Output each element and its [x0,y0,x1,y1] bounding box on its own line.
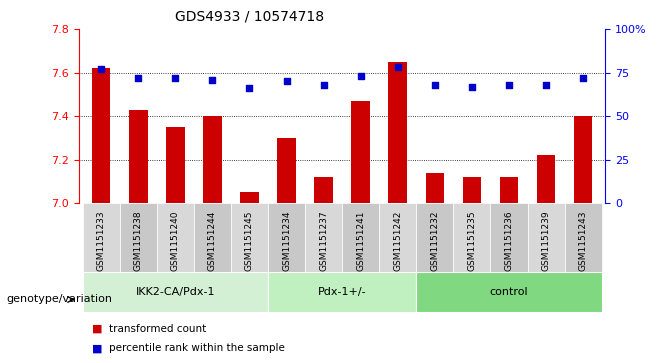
FancyBboxPatch shape [231,203,268,272]
Point [96,66,107,72]
Text: GSM1151241: GSM1151241 [356,210,365,271]
Point [207,77,218,82]
Point [133,75,143,81]
Bar [277,138,296,203]
Bar [463,177,481,203]
FancyBboxPatch shape [342,203,379,272]
Bar [351,101,370,203]
FancyBboxPatch shape [268,203,305,272]
Bar [129,110,147,203]
Text: GSM1151243: GSM1151243 [578,210,588,271]
Text: GSM1151239: GSM1151239 [542,210,551,271]
Bar [499,177,519,203]
Bar [203,116,222,203]
Text: GSM1151235: GSM1151235 [467,210,476,271]
Point [504,82,515,88]
Point [430,82,440,88]
FancyBboxPatch shape [453,203,490,272]
Text: GSM1151245: GSM1151245 [245,210,254,271]
FancyBboxPatch shape [305,203,342,272]
Text: GSM1151240: GSM1151240 [171,210,180,271]
FancyBboxPatch shape [490,203,528,272]
Text: ■: ■ [92,323,103,334]
FancyBboxPatch shape [120,203,157,272]
Text: percentile rank within the sample: percentile rank within the sample [109,343,284,354]
Text: GSM1151238: GSM1151238 [134,210,143,271]
FancyBboxPatch shape [268,272,417,312]
FancyBboxPatch shape [194,203,231,272]
Point [318,82,329,88]
FancyBboxPatch shape [417,272,601,312]
FancyBboxPatch shape [528,203,565,272]
FancyBboxPatch shape [565,203,601,272]
Text: GSM1151244: GSM1151244 [208,210,217,270]
Text: IKK2-CA/Pdx-1: IKK2-CA/Pdx-1 [136,287,215,297]
Text: GSM1151237: GSM1151237 [319,210,328,271]
Bar [92,68,111,203]
FancyBboxPatch shape [83,203,120,272]
FancyBboxPatch shape [83,272,268,312]
Bar [166,127,185,203]
Text: GSM1151233: GSM1151233 [97,210,106,271]
FancyBboxPatch shape [379,203,417,272]
FancyBboxPatch shape [417,203,453,272]
Point [244,85,255,91]
Text: ■: ■ [92,343,103,354]
Point [355,73,366,79]
Text: GSM1151232: GSM1151232 [430,210,440,271]
Text: transformed count: transformed count [109,323,206,334]
Bar [388,62,407,203]
Bar [315,177,333,203]
Point [170,75,180,81]
Text: genotype/variation: genotype/variation [7,294,113,305]
Text: GSM1151236: GSM1151236 [505,210,513,271]
Point [281,78,291,84]
Bar [537,155,555,203]
Point [541,82,551,88]
Bar [426,173,444,203]
Text: control: control [490,287,528,297]
Bar [240,192,259,203]
Point [393,65,403,70]
Bar [574,116,592,203]
Text: Pdx-1+/-: Pdx-1+/- [318,287,367,297]
Text: GDS4933 / 10574718: GDS4933 / 10574718 [176,9,324,23]
Text: GSM1151234: GSM1151234 [282,210,291,271]
FancyBboxPatch shape [157,203,194,272]
Point [578,75,588,81]
Text: GSM1151242: GSM1151242 [393,210,402,270]
Point [467,83,477,89]
